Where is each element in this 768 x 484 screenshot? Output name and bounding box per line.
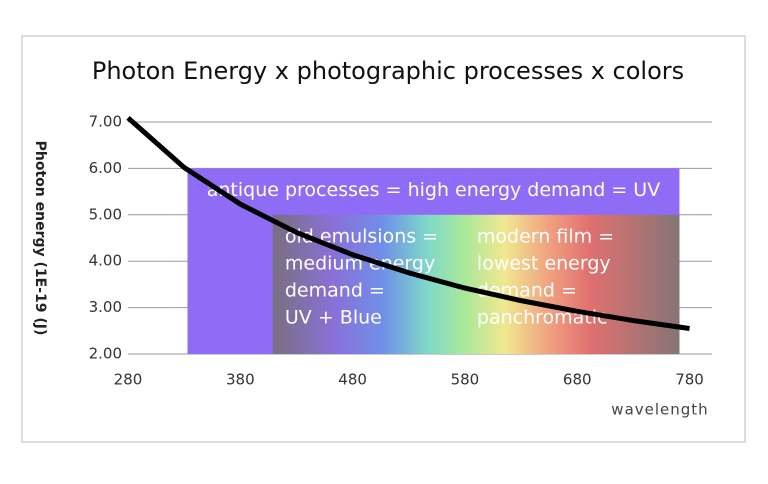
x-tick-label: 580 (451, 371, 480, 389)
x-tick-label: 780 (675, 371, 704, 389)
y-tick-label: 6.00 (89, 159, 122, 177)
x-axis-label: wavelength (611, 401, 708, 419)
region-label: lowest energy (477, 252, 611, 274)
x-tick-label: 280 (114, 371, 143, 389)
region-label: demand = (477, 279, 577, 301)
x-tick-label: 680 (563, 371, 592, 389)
y-tick-label: 5.00 (89, 205, 122, 223)
y-axis-label: Photon energy (1E-19 (J) (32, 141, 48, 336)
y-tick-label: 3.00 (89, 298, 122, 316)
region-label: UV + Blue (285, 306, 382, 328)
x-tick-label: 380 (226, 371, 255, 389)
y-tick-label: 2.00 (89, 345, 122, 363)
y-tick-label: 7.00 (89, 113, 122, 131)
region-label: panchromatic (477, 306, 608, 328)
chart-title: Photon Energy x photographic processes x… (92, 57, 684, 85)
data-line (126, 115, 690, 331)
region-label: modern film = (477, 225, 614, 247)
region-label: antique processes = high energy demand =… (207, 179, 660, 201)
y-tick-label: 4.00 (89, 252, 122, 270)
region (272, 214, 680, 354)
region-label: demand = (285, 279, 385, 301)
x-tick-label: 480 (338, 371, 367, 389)
